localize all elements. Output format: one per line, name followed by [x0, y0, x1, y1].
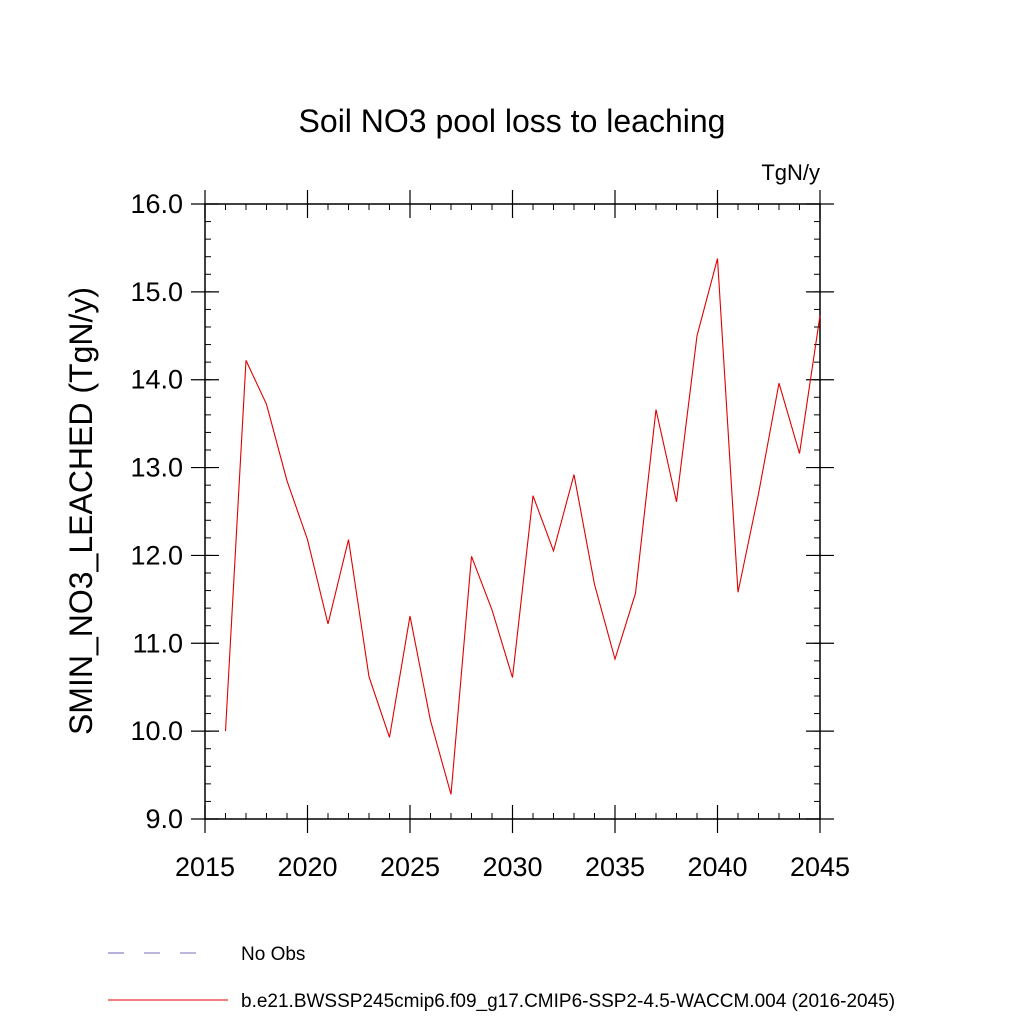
series-layer	[224, 258, 821, 795]
y-tick-label: 11.0	[132, 628, 183, 658]
y-tick-label: 10.0	[130, 716, 183, 746]
y-axis-label: SMIN_NO3_LEACHED (TgN/y)	[63, 287, 99, 735]
x-tick-label: 2045	[790, 852, 850, 882]
legend-label: b.e21.BWSSP245cmip6.f09_g17.CMIP6-SSP2-4…	[241, 991, 895, 1012]
x-tick-label: 2025	[380, 852, 440, 882]
legend-item: b.e21.BWSSP245cmip6.f09_g17.CMIP6-SSP2-4…	[108, 991, 895, 1012]
x-tick-label: 2035	[585, 852, 645, 882]
x-tick-label: 2020	[277, 852, 337, 882]
y-tick-label: 16.0	[130, 189, 183, 219]
chart-title: Soil NO3 pool loss to leaching	[299, 103, 726, 139]
x-tick-label: 2015	[175, 852, 235, 882]
y-tick-label: 14.0	[130, 365, 183, 395]
legend-item: No Obs	[108, 944, 305, 965]
y-tick-label: 12.0	[130, 540, 183, 570]
x-tick-label: 2040	[687, 852, 747, 882]
series-line	[224, 258, 821, 795]
y-axis: 9.0 10.0 11.0 12.0 13.0 14.0 15.0 16.0	[130, 189, 834, 834]
legend: No Obs b.e21.BWSSP245cmip6.f09_g17.CMIP6-…	[108, 944, 895, 1012]
legend-label: No Obs	[241, 944, 305, 965]
y-tick-label: 13.0	[130, 453, 183, 483]
units-label: TgN/y	[761, 160, 820, 185]
x-tick-label: 2030	[482, 852, 542, 882]
y-tick-label: 15.0	[130, 277, 183, 307]
y-tick-label: 9.0	[145, 804, 183, 834]
x-axis: 2015 2020 2025 2030 2035 2040 2045	[175, 190, 850, 882]
